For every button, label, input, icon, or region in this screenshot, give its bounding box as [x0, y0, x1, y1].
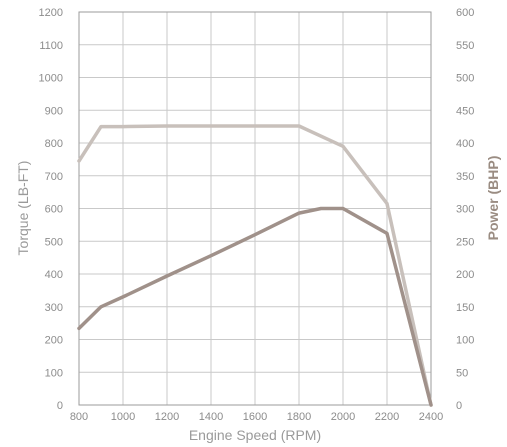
y-right-tick-label: 500	[456, 73, 474, 85]
y-right-tick-label: 300	[456, 204, 474, 216]
x-tick-label: 2400	[419, 411, 443, 423]
y-right-tick-label: 100	[456, 335, 474, 347]
y-left-tick-label: 800	[45, 138, 63, 150]
torque-series-line	[77, 124, 433, 407]
grid	[79, 12, 431, 405]
x-tick-labels: 800 1000 1200 1400 1600 1800 2000 2200 2400	[70, 411, 443, 423]
x-tick-label: 800	[70, 411, 88, 423]
y-right-tick-label: 350	[456, 171, 474, 183]
y-left-tick-label: 700	[45, 171, 63, 183]
y-left-tick-label: 1200	[39, 7, 63, 19]
y-right-tick-label: 200	[456, 269, 474, 281]
y-right-tick-label: 400	[456, 138, 474, 150]
x-tick-label: 1200	[155, 411, 179, 423]
y-left-tick-label: 100	[45, 367, 63, 379]
y-right-tick-label: 0	[456, 400, 462, 412]
plot-frame	[78, 11, 432, 406]
series-lines	[77, 124, 433, 407]
y-right-tick-label: 250	[456, 236, 474, 248]
x-tick-label: 1800	[287, 411, 311, 423]
y-right-tick-label: 600	[456, 7, 474, 19]
x-axis-title: Engine Speed (RPM)	[189, 427, 321, 443]
y-left-tick-label: 900	[45, 105, 63, 117]
y-left-tick-labels: 0 100 200 300 400 500 600 700 800 900 1000 1100 1200	[39, 7, 63, 412]
y-right-tick-label: 150	[456, 302, 474, 314]
y-left-tick-label: 300	[45, 302, 63, 314]
x-tick-label: 1000	[111, 411, 135, 423]
x-tick-label: 2000	[331, 411, 355, 423]
y-left-tick-label: 400	[45, 269, 63, 281]
y-right-axis-title: Power (BHP)	[485, 156, 501, 241]
y-right-tick-label: 50	[456, 367, 468, 379]
y-left-tick-label: 200	[45, 335, 63, 347]
y-left-axis-title: Torque (LB-FT)	[15, 161, 31, 256]
x-tick-label: 2200	[375, 411, 399, 423]
y-left-tick-label: 0	[57, 400, 63, 412]
x-tick-label: 1600	[243, 411, 267, 423]
y-right-tick-label: 450	[456, 105, 474, 117]
y-right-tick-labels: 0 50 100 150 200 250 300 350 400 450 500 550 600	[456, 7, 474, 412]
y-left-tick-label: 1000	[39, 73, 63, 85]
y-left-tick-label: 600	[45, 204, 63, 216]
y-left-tick-label: 500	[45, 236, 63, 248]
x-tick-label: 1400	[199, 411, 223, 423]
y-left-tick-label: 1100	[39, 40, 63, 52]
y-right-tick-label: 550	[456, 40, 474, 52]
power-series-line	[77, 206, 433, 407]
